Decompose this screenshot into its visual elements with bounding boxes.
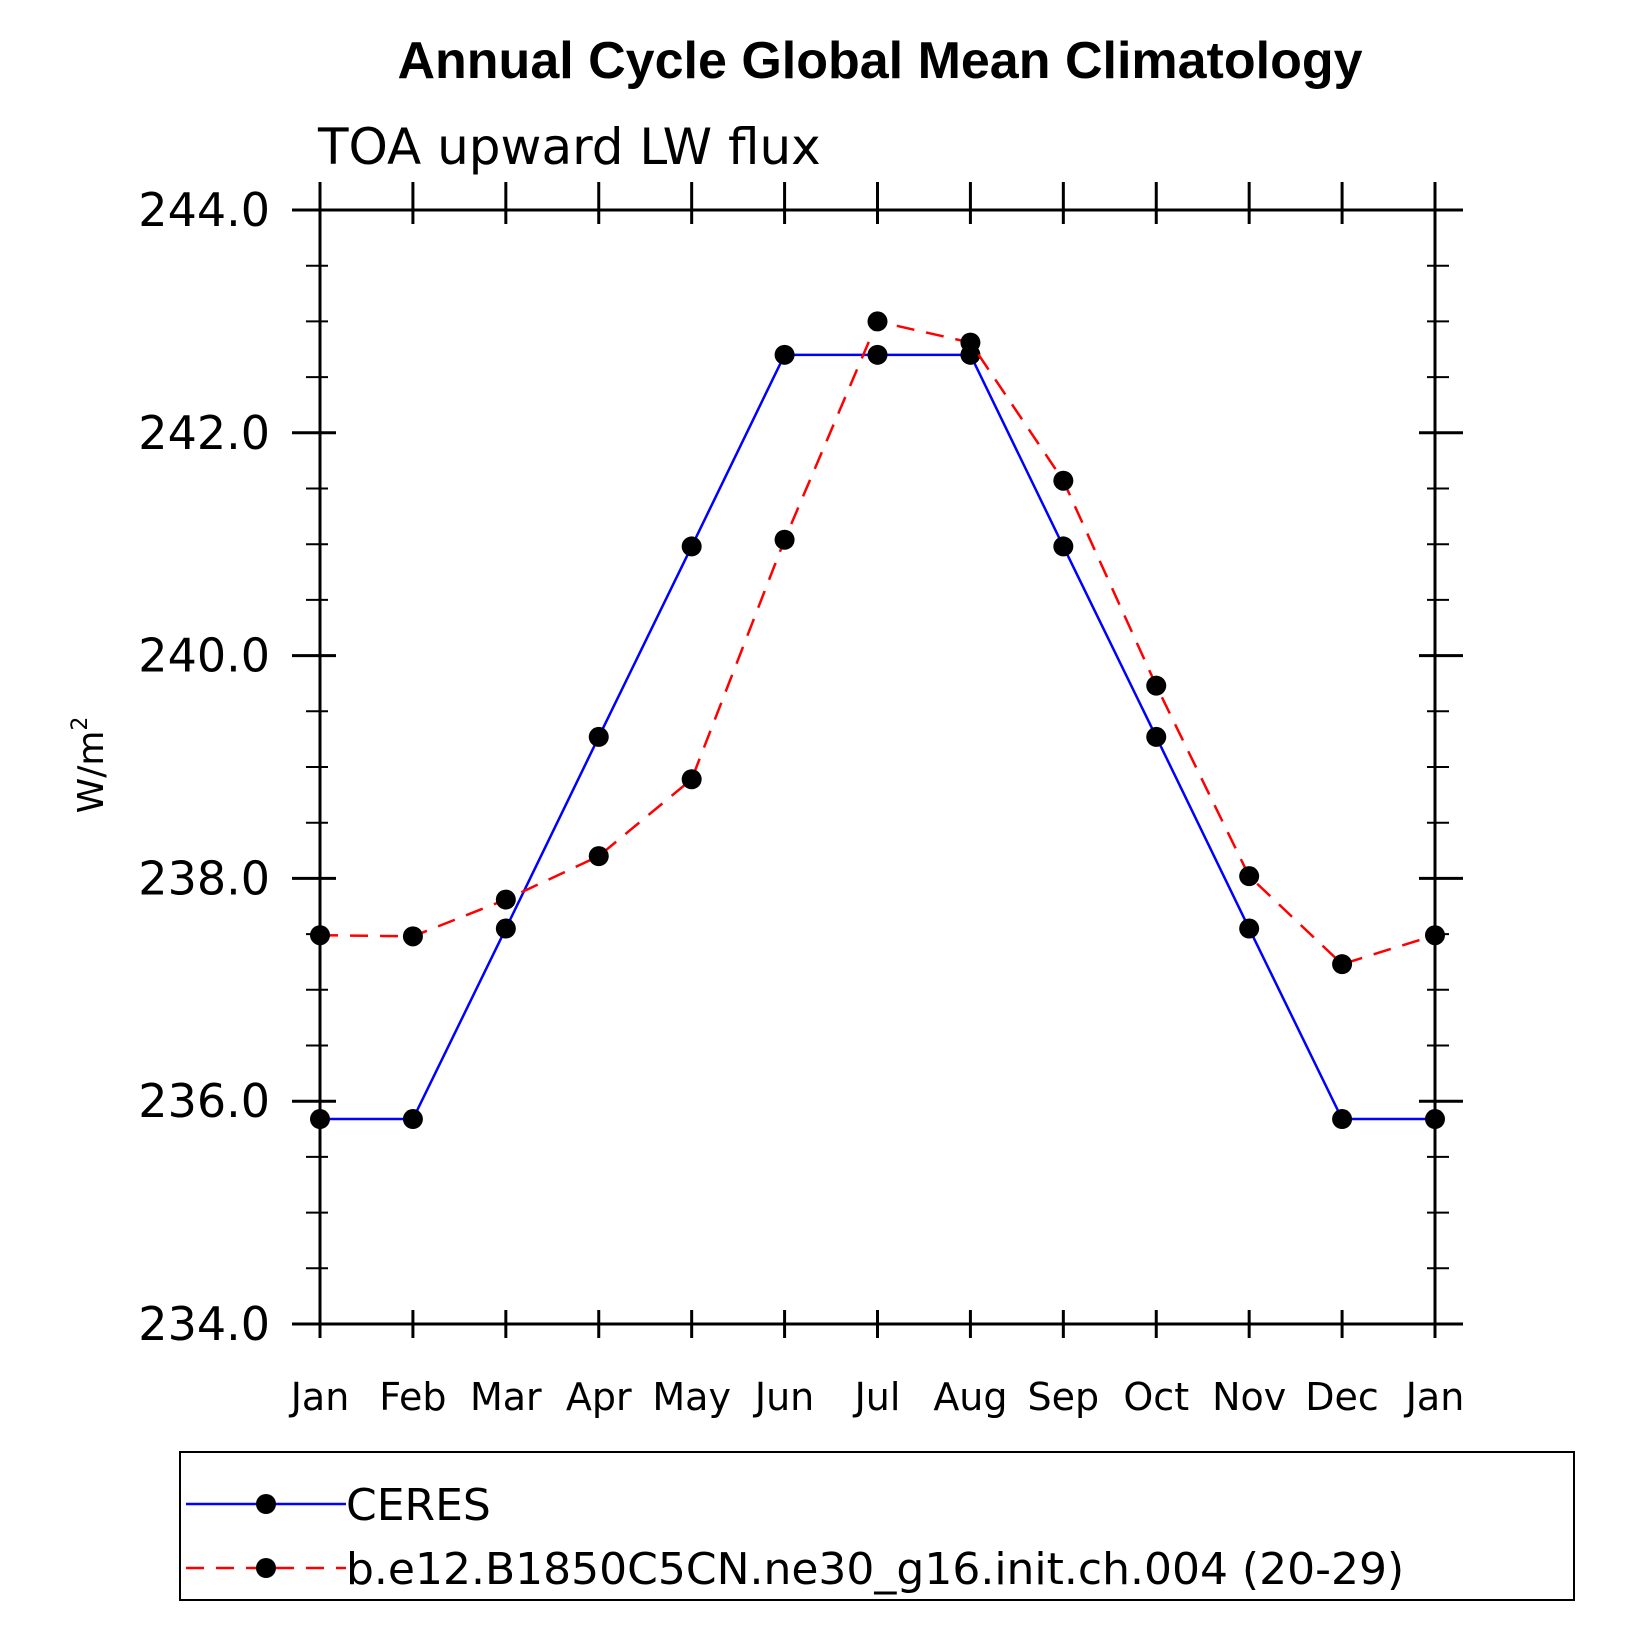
series-1-point xyxy=(774,344,795,365)
series-2-point xyxy=(495,889,516,910)
series-2-point xyxy=(1332,954,1353,975)
series-2-point xyxy=(960,332,981,353)
y-tick-label: 238.0 xyxy=(138,851,270,905)
series-layer xyxy=(310,311,1445,1130)
chart-subtitle: TOA upward LW flux xyxy=(317,118,821,176)
legend-marker-1 xyxy=(256,1494,276,1514)
x-tick-label: Mar xyxy=(470,1375,542,1419)
series-2-point xyxy=(1146,675,1167,696)
series-2-point xyxy=(681,769,702,790)
y-tick-label: 234.0 xyxy=(138,1297,270,1351)
series-1-point xyxy=(867,344,888,365)
x-tick-label: Aug xyxy=(933,1375,1007,1419)
x-tick-label: Jun xyxy=(753,1375,814,1419)
legend-box xyxy=(179,1451,1575,1601)
series-2-point xyxy=(1239,866,1260,887)
chart-title: Annual Cycle Global Mean Climatology xyxy=(397,32,1362,90)
series-1-point xyxy=(1332,1109,1353,1130)
y-tick-label: 236.0 xyxy=(138,1074,270,1128)
series-2-point xyxy=(867,311,888,332)
plot-frame xyxy=(318,208,1437,1326)
x-tick-label: Dec xyxy=(1305,1375,1379,1419)
y-axis-label-exponent: 2 xyxy=(68,717,93,731)
axes: Jan Feb Mar Apr May Jun Jul Aug Sep Oct Nov Dec Jan 2… xyxy=(138,182,1464,1419)
series-2-point xyxy=(402,926,423,947)
series-line-1 xyxy=(320,353,1435,1121)
x-tick-label: Nov xyxy=(1212,1375,1286,1419)
x-tick-label: May xyxy=(652,1375,731,1419)
x-tick-label: Jul xyxy=(853,1375,901,1419)
series-1-point xyxy=(495,918,516,939)
legend: CERES b.e12.B1850C5CN.ne30_g16.init.ch.00… xyxy=(179,1451,1575,1601)
x-tick-label: Jan xyxy=(1404,1375,1465,1419)
y-tick-label: 242.0 xyxy=(138,406,270,460)
x-tick-label: Apr xyxy=(566,1375,632,1419)
x-tick-label: Oct xyxy=(1123,1375,1189,1419)
svg-text:W/m2: W/m2 xyxy=(68,717,112,814)
series-1-point xyxy=(402,1109,423,1130)
legend-label-1: CERES xyxy=(346,1480,491,1531)
series-1-point xyxy=(681,536,702,557)
series-2-point xyxy=(588,846,609,867)
x-tick-label: Jan xyxy=(289,1375,350,1419)
y-axis-label: W/m2 xyxy=(68,717,112,814)
y-axis-label-text: W/m xyxy=(71,731,112,814)
series-1-point xyxy=(1146,726,1167,747)
series-line-2 xyxy=(319,319,1436,966)
legend-marker-2 xyxy=(256,1558,276,1578)
x-tick-label: Sep xyxy=(1028,1375,1100,1419)
series-2-point xyxy=(1053,470,1074,491)
series-1-point xyxy=(1053,536,1074,557)
series-1-point xyxy=(1239,918,1260,939)
y-tick-label: 240.0 xyxy=(138,629,270,683)
legend-label-2: b.e12.B1850C5CN.ne30_g16.init.ch.004 (20… xyxy=(346,1544,1404,1595)
series-1-point xyxy=(588,726,609,747)
series-2-point xyxy=(774,529,795,550)
x-tick-label: Feb xyxy=(379,1375,446,1419)
y-tick-label: 244.0 xyxy=(138,183,270,237)
